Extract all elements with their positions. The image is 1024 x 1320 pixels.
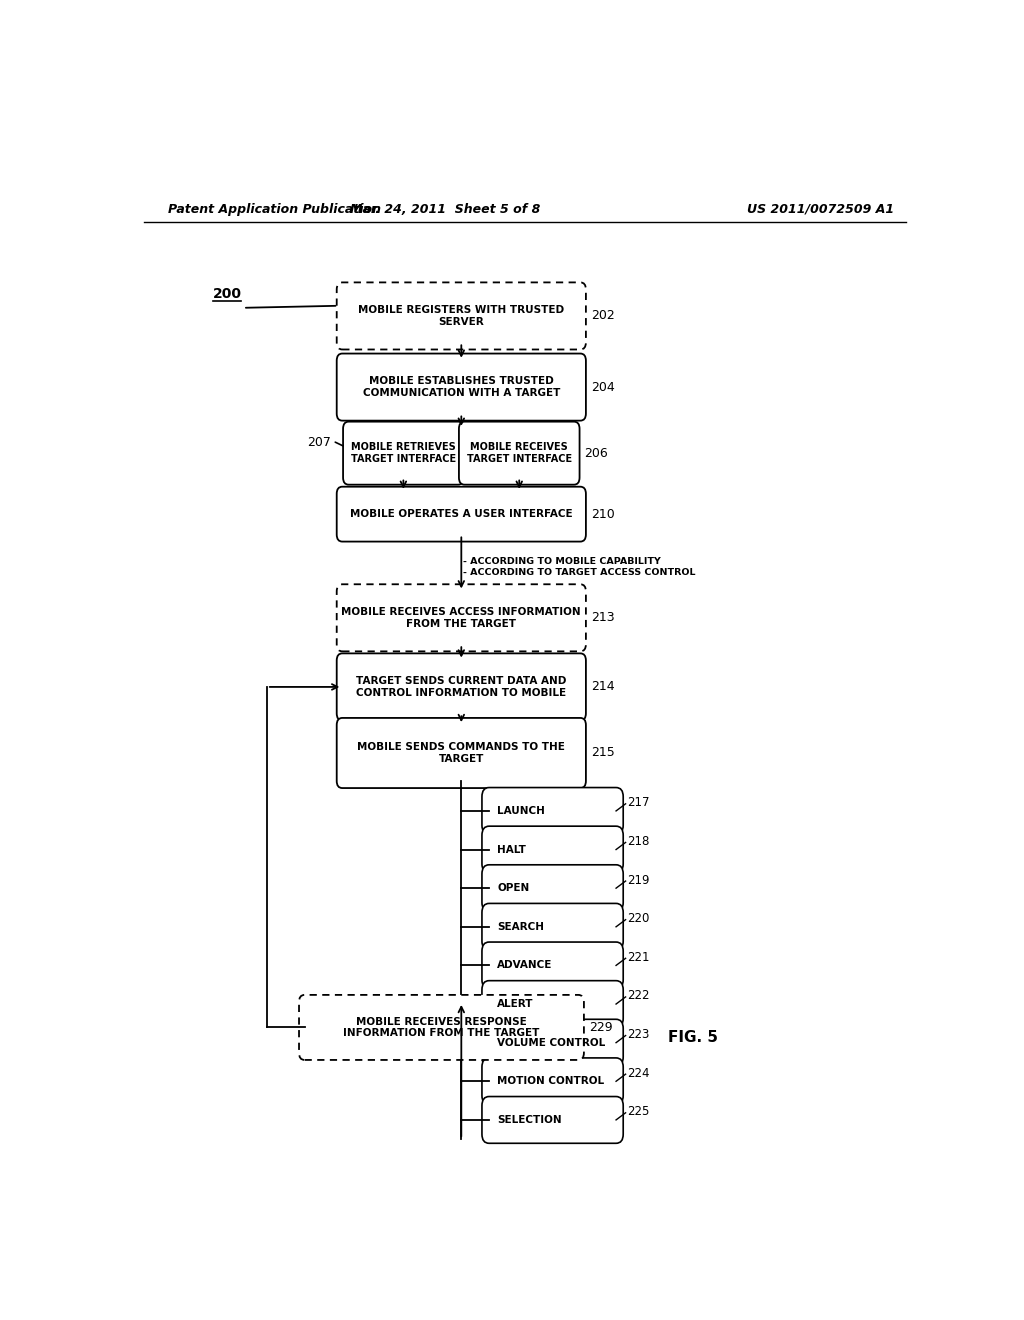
Text: LAUNCH: LAUNCH <box>497 807 545 816</box>
Text: 206: 206 <box>585 446 608 459</box>
Text: MOBILE SENDS COMMANDS TO THE
TARGET: MOBILE SENDS COMMANDS TO THE TARGET <box>357 742 565 764</box>
FancyBboxPatch shape <box>482 865 624 912</box>
Text: ALERT: ALERT <box>497 999 534 1008</box>
Text: ADVANCE: ADVANCE <box>497 961 552 970</box>
Text: 200: 200 <box>213 286 242 301</box>
FancyBboxPatch shape <box>482 1019 624 1067</box>
FancyBboxPatch shape <box>482 981 624 1027</box>
FancyBboxPatch shape <box>299 995 584 1060</box>
FancyBboxPatch shape <box>482 826 624 873</box>
FancyBboxPatch shape <box>337 487 586 541</box>
Text: MOBILE RECEIVES ACCESS INFORMATION
FROM THE TARGET: MOBILE RECEIVES ACCESS INFORMATION FROM … <box>341 607 582 628</box>
FancyBboxPatch shape <box>337 585 586 651</box>
Text: MOBILE OPERATES A USER INTERFACE: MOBILE OPERATES A USER INTERFACE <box>350 510 572 519</box>
Text: Mar. 24, 2011  Sheet 5 of 8: Mar. 24, 2011 Sheet 5 of 8 <box>350 203 541 215</box>
Text: 202: 202 <box>591 309 614 322</box>
Text: 221: 221 <box>627 950 649 964</box>
FancyBboxPatch shape <box>482 903 624 950</box>
Text: 224: 224 <box>627 1067 649 1080</box>
FancyBboxPatch shape <box>482 1057 624 1105</box>
Text: 222: 222 <box>627 990 649 1002</box>
Text: 210: 210 <box>591 508 614 520</box>
Text: 225: 225 <box>627 1105 649 1118</box>
Text: US 2011/0072509 A1: US 2011/0072509 A1 <box>748 203 894 215</box>
FancyBboxPatch shape <box>337 653 586 721</box>
Text: 213: 213 <box>591 611 614 624</box>
Text: HALT: HALT <box>497 845 526 854</box>
Text: 218: 218 <box>627 836 649 847</box>
Text: 217: 217 <box>627 796 649 809</box>
Text: SEARCH: SEARCH <box>497 921 544 932</box>
Text: Patent Application Publication: Patent Application Publication <box>168 203 381 215</box>
FancyBboxPatch shape <box>482 1097 624 1143</box>
Text: VOLUME CONTROL: VOLUME CONTROL <box>497 1038 605 1048</box>
Text: 215: 215 <box>591 747 614 759</box>
Text: 219: 219 <box>627 874 649 887</box>
Text: SELECTION: SELECTION <box>497 1115 561 1125</box>
FancyBboxPatch shape <box>482 942 624 989</box>
FancyBboxPatch shape <box>482 788 624 834</box>
Text: TARGET SENDS CURRENT DATA AND
CONTROL INFORMATION TO MOBILE: TARGET SENDS CURRENT DATA AND CONTROL IN… <box>356 676 566 698</box>
Text: MOBILE RECEIVES
TARGET INTERFACE: MOBILE RECEIVES TARGET INTERFACE <box>467 442 571 463</box>
FancyBboxPatch shape <box>337 718 586 788</box>
Text: MOBILE ESTABLISHES TRUSTED
COMMUNICATION WITH A TARGET: MOBILE ESTABLISHES TRUSTED COMMUNICATION… <box>362 376 560 397</box>
Text: 207: 207 <box>307 437 331 450</box>
FancyBboxPatch shape <box>459 421 580 484</box>
Text: - ACCORDING TO MOBILE CAPABILITY
- ACCORDING TO TARGET ACCESS CONTROL: - ACCORDING TO MOBILE CAPABILITY - ACCOR… <box>463 557 695 577</box>
FancyBboxPatch shape <box>337 282 586 350</box>
Text: MOTION CONTROL: MOTION CONTROL <box>497 1076 604 1086</box>
Text: 229: 229 <box>589 1020 612 1034</box>
Text: MOBILE RETRIEVES
TARGET INTERFACE: MOBILE RETRIEVES TARGET INTERFACE <box>351 442 456 463</box>
Text: OPEN: OPEN <box>497 883 529 894</box>
Text: MOBILE REGISTERS WITH TRUSTED
SERVER: MOBILE REGISTERS WITH TRUSTED SERVER <box>358 305 564 327</box>
Text: 214: 214 <box>591 680 614 693</box>
FancyBboxPatch shape <box>337 354 586 421</box>
Text: FIG. 5: FIG. 5 <box>668 1030 718 1045</box>
Text: 204: 204 <box>591 380 614 393</box>
Text: 220: 220 <box>627 912 649 925</box>
Text: MOBILE RECEIVES RESPONSE
INFORMATION FROM THE TARGET: MOBILE RECEIVES RESPONSE INFORMATION FRO… <box>343 1016 540 1039</box>
Text: 223: 223 <box>627 1028 649 1041</box>
FancyBboxPatch shape <box>343 421 464 484</box>
